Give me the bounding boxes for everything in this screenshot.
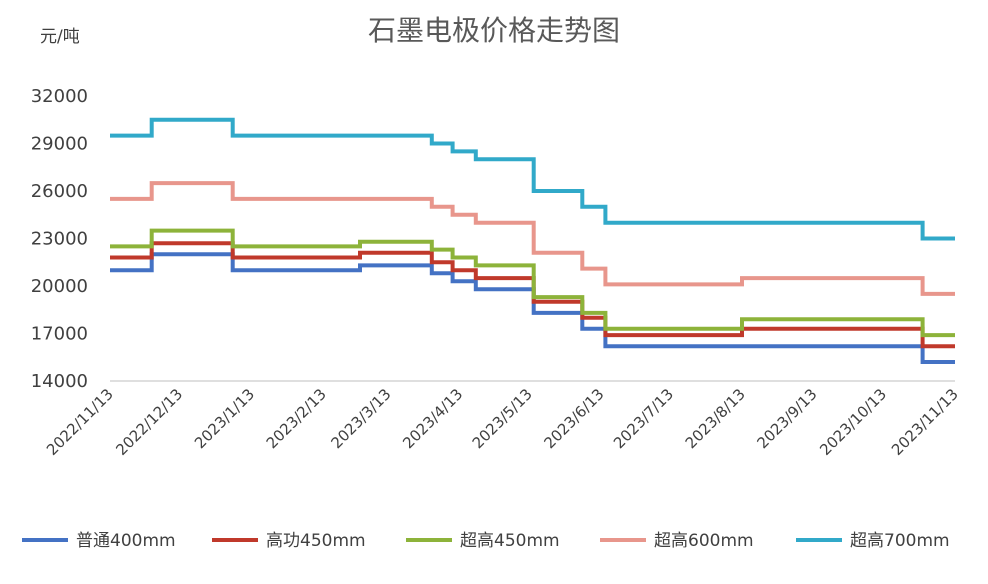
legend-label-1: 普通400mm xyxy=(76,531,176,551)
x-tick-label: 2023/4/13 xyxy=(399,385,466,452)
y-tick-label: 20000 xyxy=(31,276,88,297)
x-tick-label: 2022/11/13 xyxy=(43,385,117,459)
series-group xyxy=(110,117,955,364)
series-line-2 xyxy=(110,241,955,349)
y-tick-label: 29000 xyxy=(31,134,88,155)
series-line-4 xyxy=(110,181,955,296)
y-tick-label: 26000 xyxy=(31,181,88,202)
y-axis-unit-label: 元/吨 xyxy=(40,27,80,47)
legend-label-2: 高功450mm xyxy=(266,531,366,551)
x-tick-label: 2023/3/13 xyxy=(328,385,395,452)
series-line-1 xyxy=(110,252,955,364)
x-tick-label: 2023/5/13 xyxy=(469,385,536,452)
x-tick-label: 2023/9/13 xyxy=(753,385,820,452)
y-tick-label: 23000 xyxy=(31,229,88,250)
series-line-3 xyxy=(110,228,955,338)
legend-label-4: 超高600mm xyxy=(654,531,754,551)
x-tick-label: 2023/8/13 xyxy=(682,385,749,452)
legend: 普通400mm 高功450mm 超高450mm 超高600mm 超高700mm xyxy=(22,531,950,551)
x-tick-label: 2023/6/13 xyxy=(541,385,608,452)
x-tick-label: 2023/11/13 xyxy=(888,385,962,459)
y-axis-ticks: 32000 29000 26000 23000 20000 17000 14000 xyxy=(31,86,88,392)
legend-label-3: 超高450mm xyxy=(460,531,560,551)
chart-title: 石墨电极价格走势图 xyxy=(368,14,620,47)
y-tick-label: 17000 xyxy=(31,324,88,345)
x-tick-label: 2022/12/13 xyxy=(112,385,186,459)
x-tick-label: 2023/7/13 xyxy=(610,385,677,452)
legend-label-5: 超高700mm xyxy=(850,531,950,551)
x-tick-label: 2023/1/13 xyxy=(191,385,258,452)
x-tick-label: 2023/2/13 xyxy=(263,385,330,452)
series-line-5 xyxy=(110,117,955,241)
x-tick-label: 2023/10/13 xyxy=(816,385,890,459)
y-tick-label: 14000 xyxy=(31,371,88,392)
y-tick-label: 32000 xyxy=(31,86,88,107)
